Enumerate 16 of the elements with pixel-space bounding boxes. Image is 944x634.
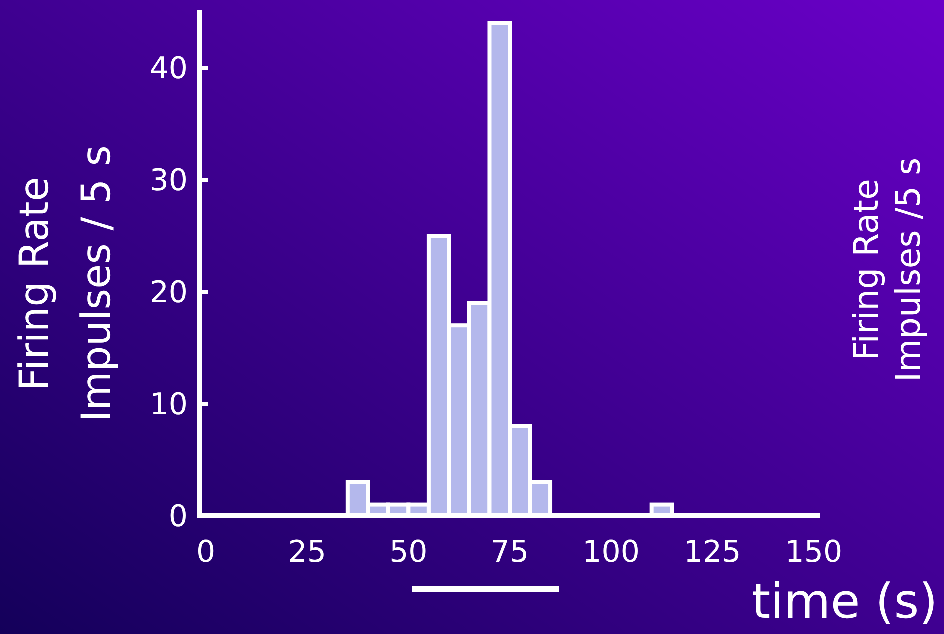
x-tick-label: 150 xyxy=(785,535,843,570)
y-tick-label: 40 xyxy=(150,52,188,86)
y-axis-title: Firing Rate Impulses / 5 s xyxy=(12,146,120,422)
text: Impulses /5 s xyxy=(889,158,929,382)
y-tick-label: 30 xyxy=(150,164,188,198)
x-tick-label: 100 xyxy=(582,535,640,570)
x-tick-label: 50 xyxy=(390,535,428,570)
text: Firing Rate xyxy=(847,179,887,361)
x-tick-label: 75 xyxy=(490,535,530,570)
x-tick-label: 125 xyxy=(684,535,742,570)
y-tick-label: 10 xyxy=(150,388,188,422)
y-tick-label: 20 xyxy=(150,276,188,310)
x-tick-label: 0 xyxy=(196,535,216,570)
x-tick-label: 25 xyxy=(288,535,326,570)
x-axis-title: time (s) xyxy=(752,574,938,630)
y-tick-label: 0 xyxy=(168,500,188,534)
